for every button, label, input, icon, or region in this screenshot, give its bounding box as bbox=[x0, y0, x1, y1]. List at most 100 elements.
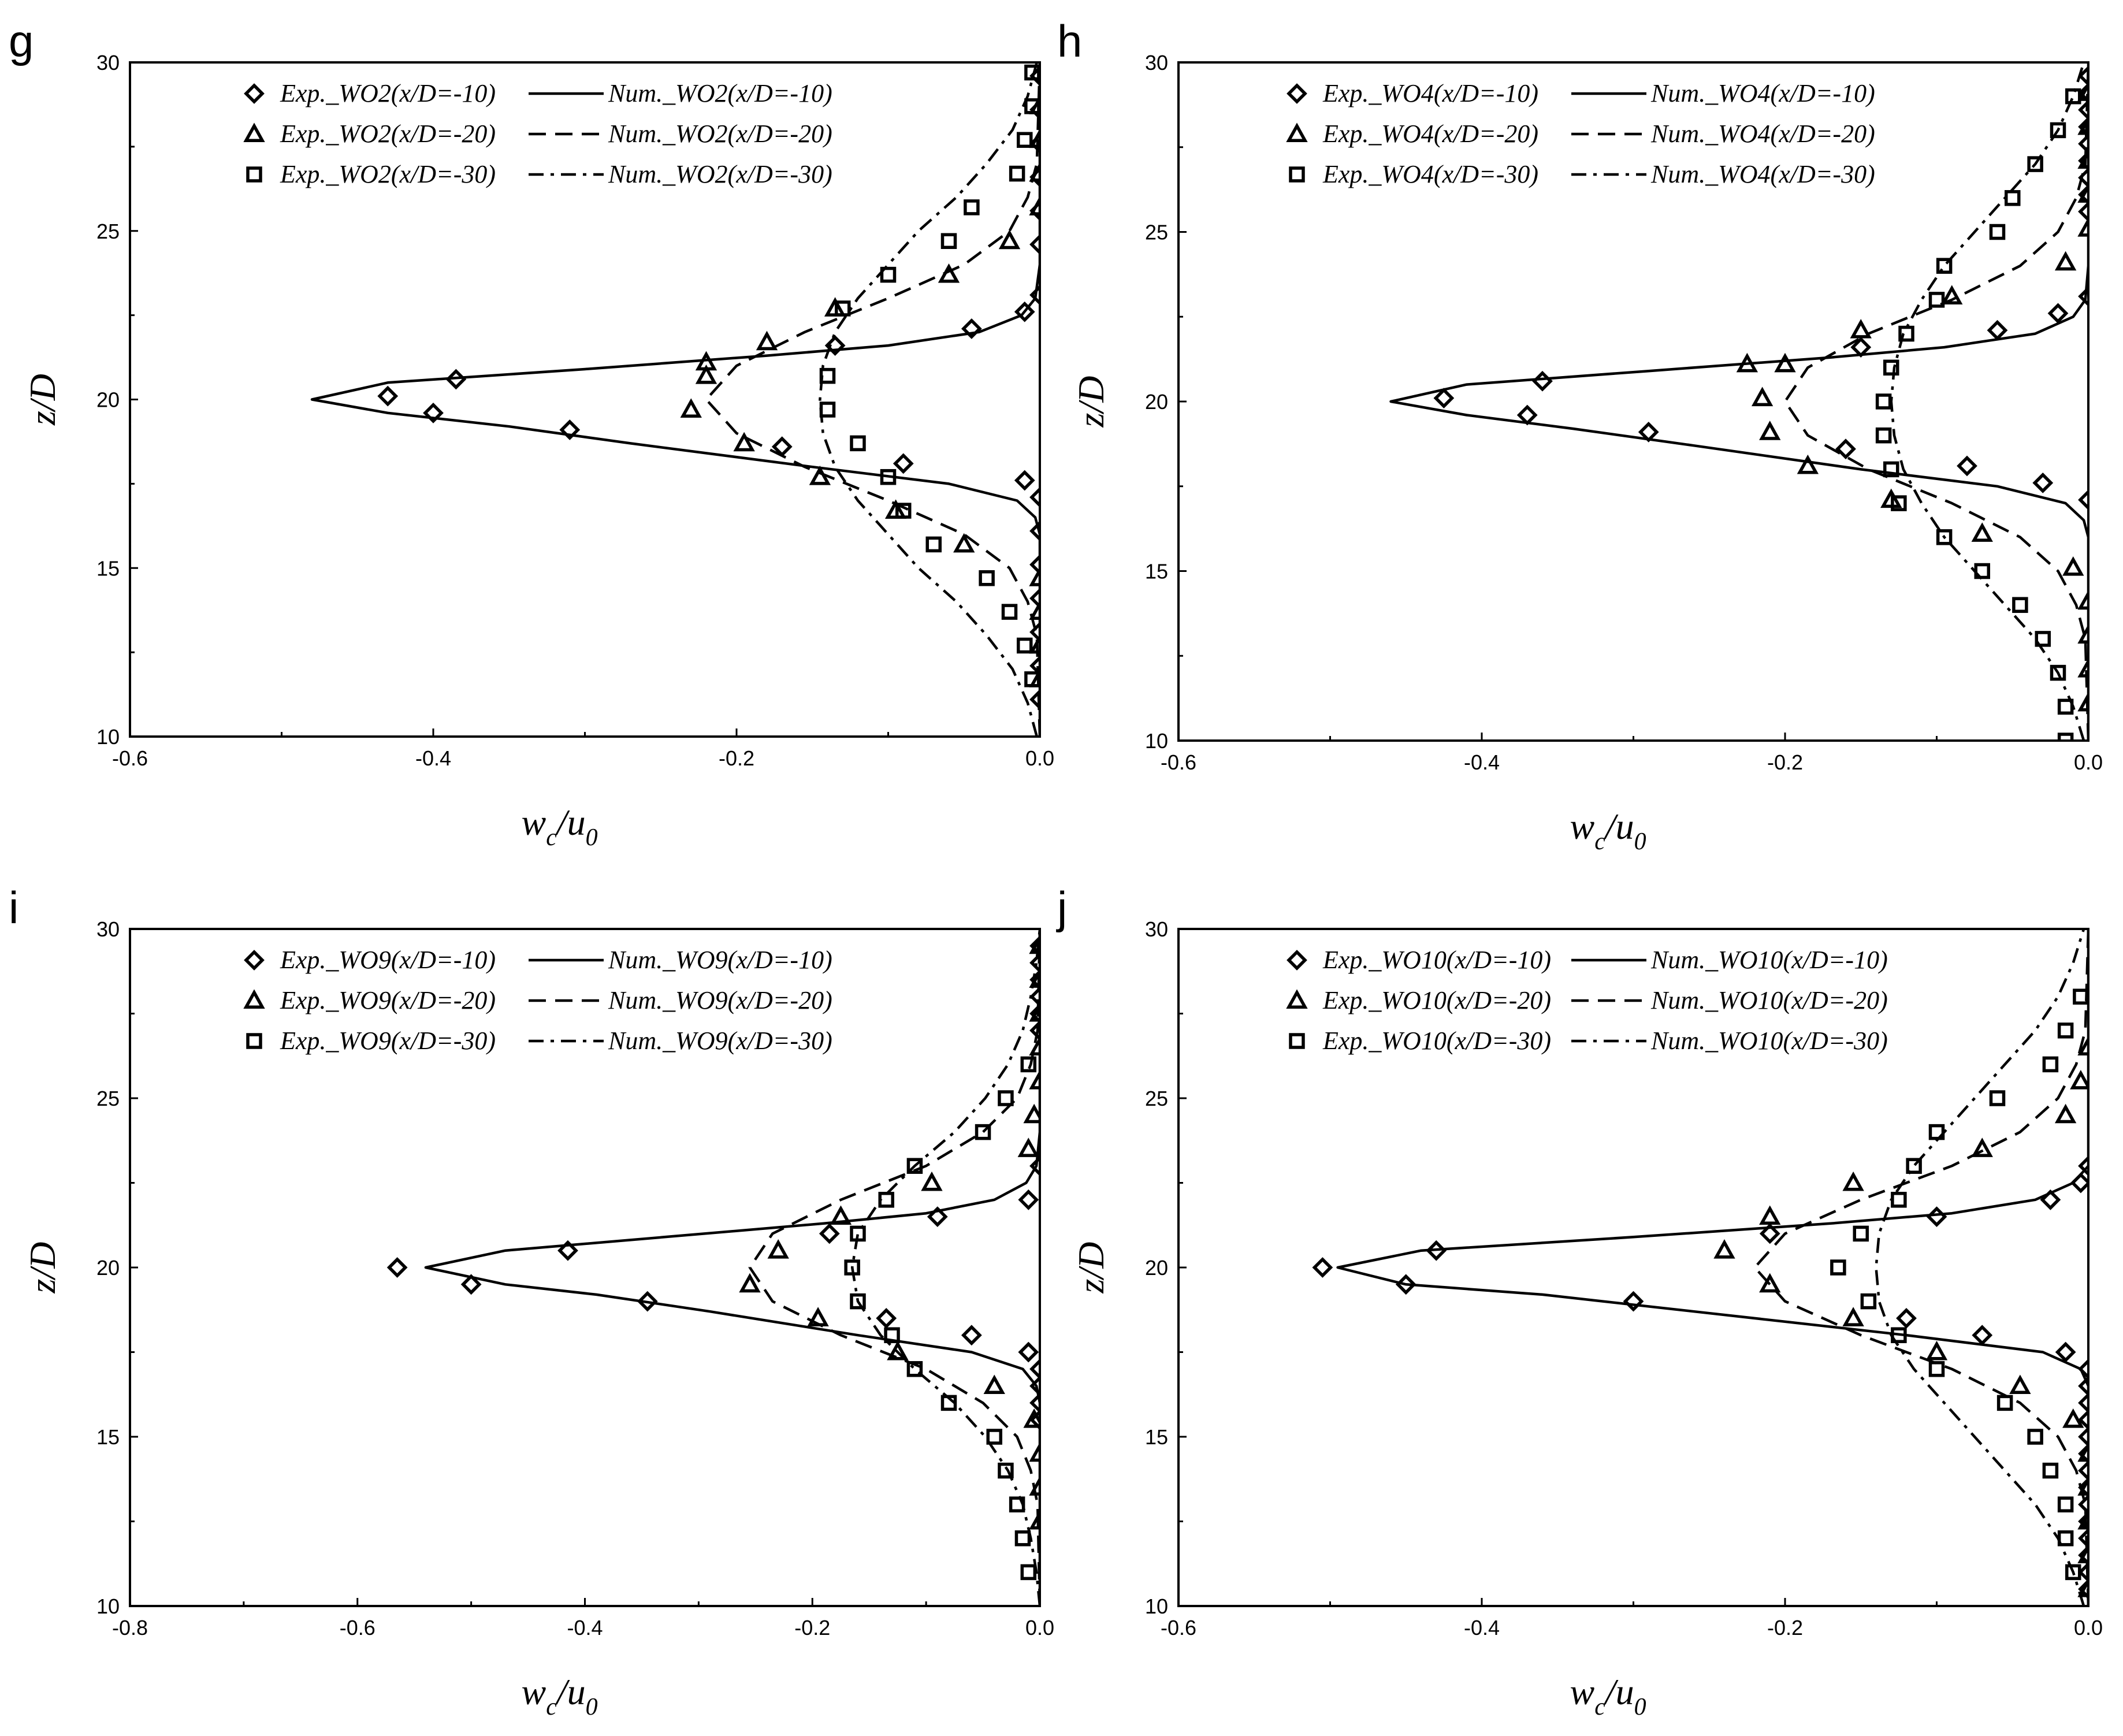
exp-series-3-point bbox=[1928, 1361, 1945, 1377]
x-tick-label: -0.4 bbox=[415, 746, 451, 770]
exp-series-1-point bbox=[2078, 1426, 2088, 1447]
exp-series-1-point bbox=[2055, 1341, 2076, 1363]
exp-series-1-point bbox=[637, 1291, 658, 1312]
exp-series-3-point bbox=[1001, 604, 1018, 620]
exp-series-1-point bbox=[961, 318, 982, 339]
legend-marker-2 bbox=[243, 122, 265, 142]
exp-series-2-point bbox=[2070, 1070, 2088, 1090]
x-axis-title-xlabel-den-main: u bbox=[567, 1671, 586, 1712]
exp-series-1-point bbox=[1395, 1274, 1416, 1295]
x-tick-label: -0.6 bbox=[1161, 750, 1196, 774]
exp-series-2-point bbox=[1029, 668, 1040, 687]
exp-series-1-point bbox=[1029, 969, 1040, 990]
exp-series-2-point bbox=[2077, 1510, 2088, 1530]
exp-series-2-point bbox=[2077, 1036, 2088, 1056]
legend-marker-1 bbox=[244, 950, 265, 971]
y-tick-label: 30 bbox=[1145, 51, 1168, 75]
exp-series-3-point bbox=[2027, 156, 2043, 172]
legend-label: Exp._WO10(x/D=-10) bbox=[1322, 946, 1551, 974]
exp-series-1-point bbox=[2078, 1376, 2088, 1396]
x-tick-label: -0.2 bbox=[1767, 750, 1803, 774]
exp-series-2-point bbox=[1751, 386, 1773, 407]
exp-series-1-point bbox=[2078, 1358, 2088, 1380]
exp-series-1-point bbox=[2078, 1562, 2088, 1583]
legend-label: Exp._WO2(x/D=-20) bbox=[280, 120, 496, 148]
x-tick-label: 0.0 bbox=[2074, 750, 2103, 774]
exp-series-3-point bbox=[1989, 1090, 2006, 1106]
exp-series-2-point bbox=[1971, 1137, 1993, 1157]
exp-series-3-point bbox=[1891, 495, 1907, 511]
exp-series-2-point bbox=[1759, 1205, 1781, 1225]
exp-series-2-point bbox=[1842, 1171, 1864, 1191]
exp-series-2-point bbox=[1029, 196, 1040, 215]
exp-series-1-point bbox=[2078, 133, 2088, 154]
legend-label: Num._WO9(x/D=-30) bbox=[608, 1027, 832, 1055]
exp-series-1-point bbox=[1029, 1376, 1040, 1396]
plot-area bbox=[310, 62, 1040, 737]
x-tick-label: -0.4 bbox=[1464, 1616, 1500, 1640]
exp-series-1-point bbox=[1029, 1392, 1040, 1414]
exp-series-1-point bbox=[2032, 472, 2054, 493]
exp-series-2-point bbox=[1029, 162, 1040, 182]
exp-series-1-point bbox=[2040, 1189, 2061, 1210]
y-axis-title: z/D bbox=[1070, 376, 1111, 428]
x-axis-title-xlabel-den-main: u bbox=[1616, 1671, 1634, 1712]
exp-series-2-point bbox=[2077, 149, 2088, 169]
exp-series-3-point bbox=[895, 503, 912, 519]
legend-label: Exp._WO10(x/D=-30) bbox=[1322, 1027, 1551, 1055]
legend-marker-2 bbox=[243, 989, 265, 1009]
exp-series-1-point bbox=[2078, 201, 2088, 222]
exp-series-1-point bbox=[1029, 1409, 1040, 1430]
exp-series-1-point bbox=[2078, 1477, 2088, 1498]
exp-series-2-point bbox=[1774, 352, 1796, 373]
exp-series-2-point bbox=[2077, 624, 2088, 644]
exp-series-2-point bbox=[1029, 1002, 1040, 1022]
exp-series-2-point bbox=[1713, 1239, 1735, 1259]
exp-series-3-point bbox=[1853, 1225, 1869, 1242]
exp-series-3-point bbox=[1009, 165, 1025, 182]
legend-marker-1 bbox=[244, 83, 265, 104]
exp-series-1-point bbox=[1623, 1291, 1644, 1312]
exp-series-3-point bbox=[850, 435, 866, 452]
exp-series-1-point bbox=[2047, 303, 2069, 324]
exp-series-3-point bbox=[1020, 1056, 1037, 1073]
exp-series-3-point bbox=[880, 266, 897, 283]
exp-series-1-point bbox=[1972, 1325, 1993, 1346]
exp-series-2-point bbox=[680, 398, 702, 418]
y-tick-label: 20 bbox=[96, 1256, 120, 1280]
exp-series-1-point bbox=[445, 369, 467, 390]
exp-series-1-point bbox=[876, 1308, 897, 1329]
exp-series-2-point bbox=[2077, 590, 2088, 610]
exp-series-2-point bbox=[1029, 1070, 1040, 1090]
exp-series-3-point bbox=[1024, 64, 1040, 81]
exp-series-3-point bbox=[925, 536, 942, 553]
exp-series-3-point bbox=[940, 233, 957, 250]
exp-series-3-point bbox=[1014, 1530, 1031, 1547]
x-axis-title: wc/u0 bbox=[522, 1671, 598, 1720]
x-axis-title-xlabel-den-main: u bbox=[567, 802, 586, 843]
exp-series-3-point bbox=[2057, 1530, 2074, 1547]
x-tick-label: 0.0 bbox=[1025, 746, 1054, 770]
exp-series-1-point bbox=[1029, 65, 1040, 87]
exp-series-2-point bbox=[1925, 1340, 1948, 1360]
x-axis-title-xlabel-sub: c bbox=[1594, 828, 1605, 855]
exp-series-3-point bbox=[850, 1225, 866, 1242]
y-tick-label: 30 bbox=[96, 917, 120, 941]
exp-series-1-point bbox=[423, 402, 444, 423]
y-tick-label: 30 bbox=[96, 51, 120, 75]
x-axis-title-xlabel-main: w bbox=[1570, 806, 1595, 847]
exp-series-1-point bbox=[824, 335, 846, 356]
exp-series-2-point bbox=[983, 1374, 1005, 1395]
y-tick-label: 15 bbox=[96, 1425, 120, 1449]
exp-series-3-point bbox=[2065, 88, 2081, 105]
y-axis-title: z/D bbox=[22, 374, 63, 426]
panel-i: -0.8 -0.6 -0.4 -0.2 0.0 10 15 20 25 30 i z/D wc/u0 Ex… bbox=[9, 882, 1054, 1720]
y-tick-label: 20 bbox=[1145, 390, 1168, 414]
plot-area bbox=[1312, 929, 2088, 1606]
exp-series-2-point bbox=[953, 533, 975, 553]
exp-series-2-point bbox=[807, 1307, 829, 1326]
exp-series-2-point bbox=[1759, 1273, 1781, 1293]
exp-series-2-point bbox=[1017, 1137, 1039, 1157]
exp-series-1-point bbox=[2078, 82, 2088, 103]
exp-series-1-point bbox=[1850, 337, 1872, 358]
